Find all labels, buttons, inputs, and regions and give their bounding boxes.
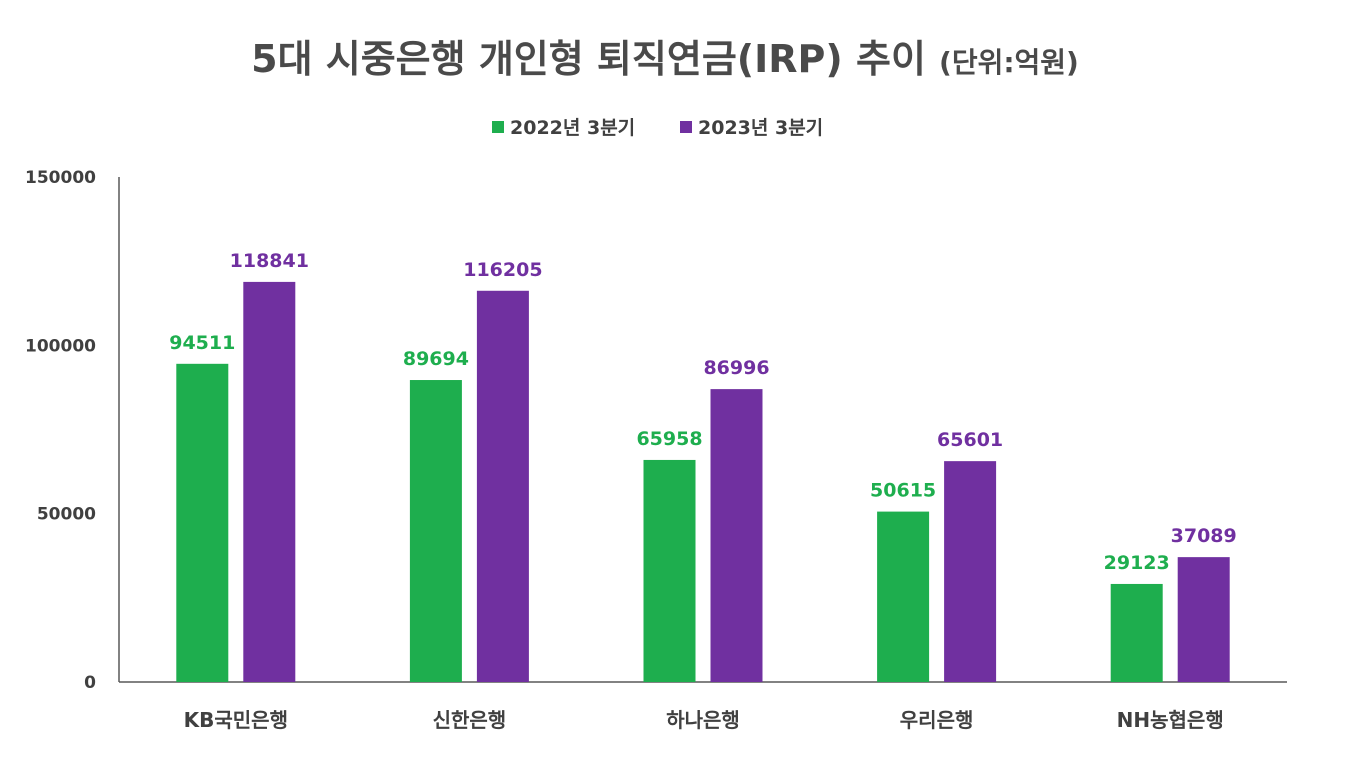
- bar-2022-3: [877, 511, 930, 682]
- chart-title-unit: (단위:억원): [939, 46, 1079, 79]
- bar-2023-0: [243, 281, 296, 682]
- bar-2022-4: [1110, 583, 1163, 682]
- legend-swatch-2022: [492, 121, 504, 133]
- data-label: 50615: [870, 480, 936, 502]
- data-label: 118841: [230, 250, 309, 272]
- data-label: 65601: [937, 429, 1003, 451]
- bar-2022-2: [643, 459, 696, 682]
- x-category-label: NH농협은행: [1117, 708, 1224, 732]
- bar-2022-1: [409, 380, 462, 682]
- legend-label-2022: 2022년 3분기: [510, 117, 635, 139]
- legend-label-2023: 2023년 3분기: [698, 117, 823, 139]
- x-category-label: 신한은행: [433, 708, 507, 732]
- bar-2023-3: [944, 461, 997, 682]
- bar-2023-1: [476, 290, 529, 682]
- x-category-label: 우리은행: [900, 708, 974, 732]
- data-label: 37089: [1171, 525, 1237, 547]
- category-labels: KB국민은행 신한은행 하나은행 우리은행 NH농협은행: [184, 708, 1224, 732]
- bars: [176, 281, 1230, 682]
- bar-2023-2: [710, 389, 763, 682]
- legend-swatch-2023: [680, 121, 692, 133]
- bar-2022-0: [176, 363, 229, 682]
- chart-title: 5대 시중은행 개인형 퇴직연금(IRP) 추이 (단위:억원): [251, 37, 1079, 81]
- x-category-label: 하나은행: [666, 708, 740, 732]
- y-tick-label: 150000: [25, 168, 96, 188]
- bar-2023-4: [1177, 557, 1230, 682]
- y-tick-label: 0: [84, 673, 96, 693]
- y-ticks: 0 50000 100000 150000: [25, 168, 96, 693]
- data-label: 86996: [703, 357, 769, 379]
- data-label: 94511: [169, 332, 235, 354]
- data-label: 89694: [403, 348, 469, 370]
- data-label: 116205: [463, 259, 542, 281]
- data-label: 29123: [1104, 552, 1170, 574]
- x-category-label: KB국민은행: [184, 708, 288, 732]
- y-tick-label: 50000: [37, 505, 96, 525]
- data-labels: 94511 118841 89694 116205 65958 86996 50615 656…: [169, 250, 1237, 574]
- chart-title-main: 5대 시중은행 개인형 퇴직연금(IRP) 추이: [251, 37, 926, 81]
- legend: 2022년 3분기 2023년 3분기: [492, 117, 823, 139]
- data-label: 65958: [636, 428, 702, 450]
- y-tick-label: 100000: [25, 336, 96, 356]
